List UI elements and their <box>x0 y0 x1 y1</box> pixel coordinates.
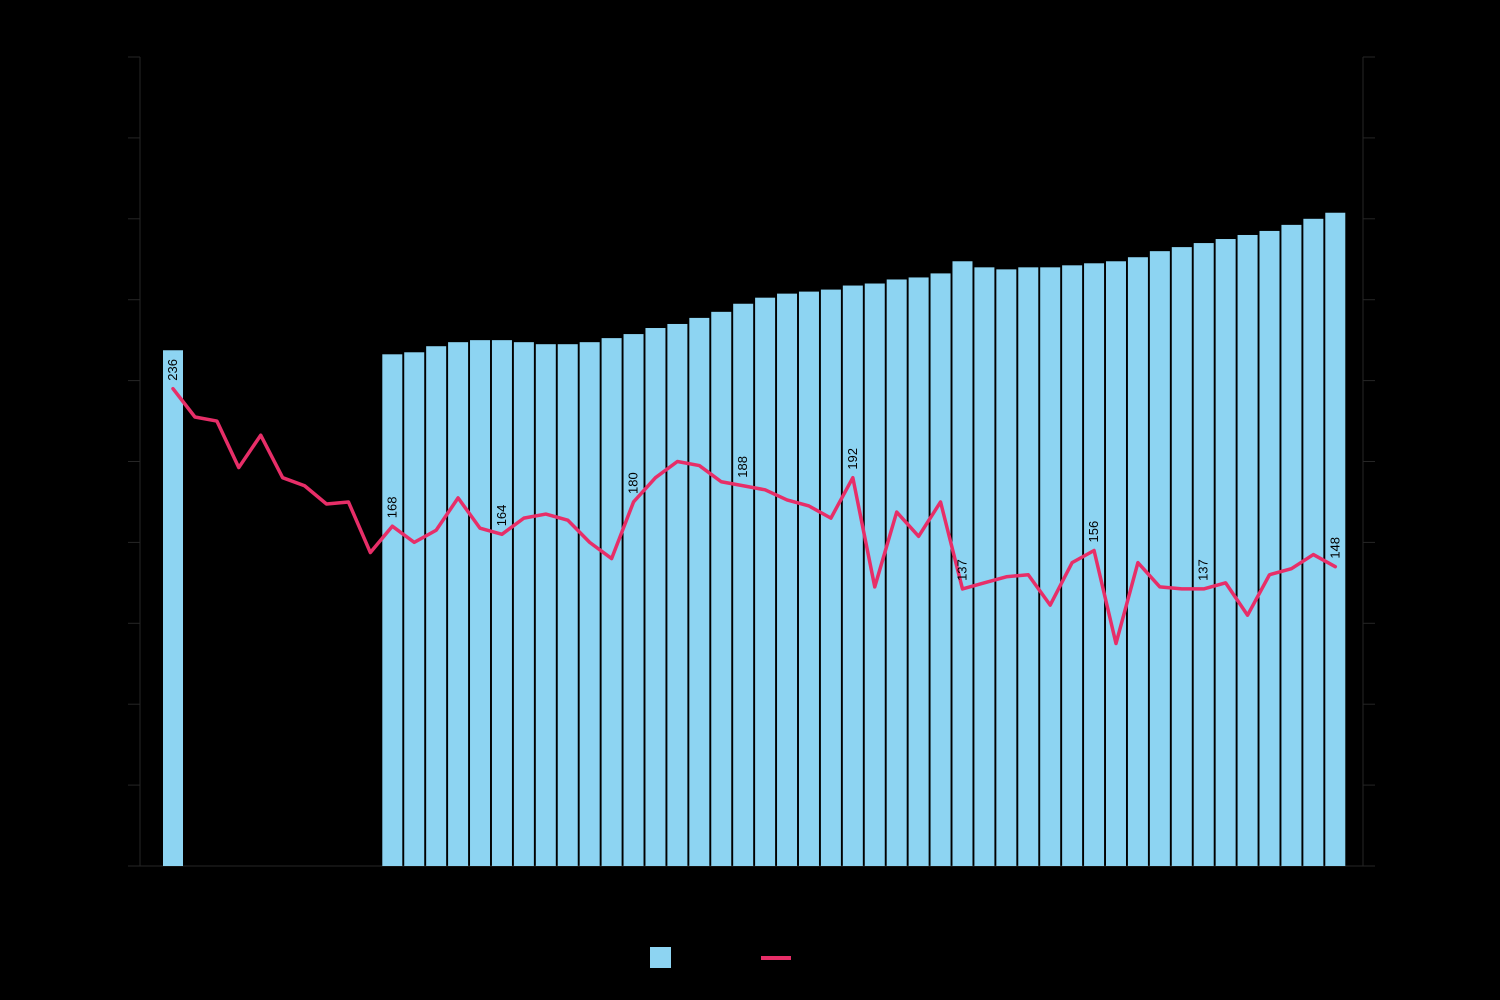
bar <box>1237 234 1258 867</box>
bar <box>1105 261 1126 867</box>
data-label: 236 <box>165 359 180 381</box>
bar <box>1281 224 1302 866</box>
bar <box>952 261 973 867</box>
bar <box>733 303 754 866</box>
data-label: 164 <box>494 505 509 527</box>
bar <box>930 273 951 867</box>
data-label: 192 <box>845 448 860 470</box>
bar <box>1171 247 1192 867</box>
bar <box>163 350 183 866</box>
bar <box>1259 230 1280 866</box>
bar <box>1084 263 1105 866</box>
bar <box>557 344 578 866</box>
bar <box>448 342 469 866</box>
bar <box>974 267 995 867</box>
bar <box>908 277 929 866</box>
bar <box>689 317 710 867</box>
bar <box>820 289 841 866</box>
data-label: 180 <box>626 472 641 494</box>
data-label: 168 <box>384 497 399 519</box>
bar <box>535 344 556 866</box>
bar <box>1303 218 1324 867</box>
bar <box>777 293 798 866</box>
bar <box>1193 243 1214 866</box>
data-label: 188 <box>735 456 750 478</box>
data-label: 137 <box>954 559 969 581</box>
bar <box>491 340 512 866</box>
bar <box>996 269 1017 866</box>
legend-bars-marker <box>650 947 671 968</box>
bar <box>711 311 732 867</box>
bar <box>426 346 447 866</box>
bar <box>798 291 819 866</box>
bar <box>382 354 403 866</box>
bar <box>623 334 644 866</box>
bar <box>1149 251 1170 866</box>
bar <box>601 338 622 866</box>
data-label: 156 <box>1086 521 1101 543</box>
bar <box>470 340 491 866</box>
bar <box>579 342 600 866</box>
bar <box>842 285 863 867</box>
bar <box>755 297 776 866</box>
bar <box>864 283 885 866</box>
bar <box>1040 267 1061 867</box>
bar <box>1325 212 1346 867</box>
line-series <box>171 386 1338 646</box>
bar <box>886 279 907 867</box>
bar <box>645 328 666 866</box>
bar <box>667 323 688 867</box>
bar <box>1215 239 1236 866</box>
data-label: 148 <box>1327 537 1342 559</box>
bar <box>404 352 425 866</box>
bar <box>1018 267 1039 867</box>
bar <box>513 342 534 866</box>
data-label: 137 <box>1196 559 1211 581</box>
